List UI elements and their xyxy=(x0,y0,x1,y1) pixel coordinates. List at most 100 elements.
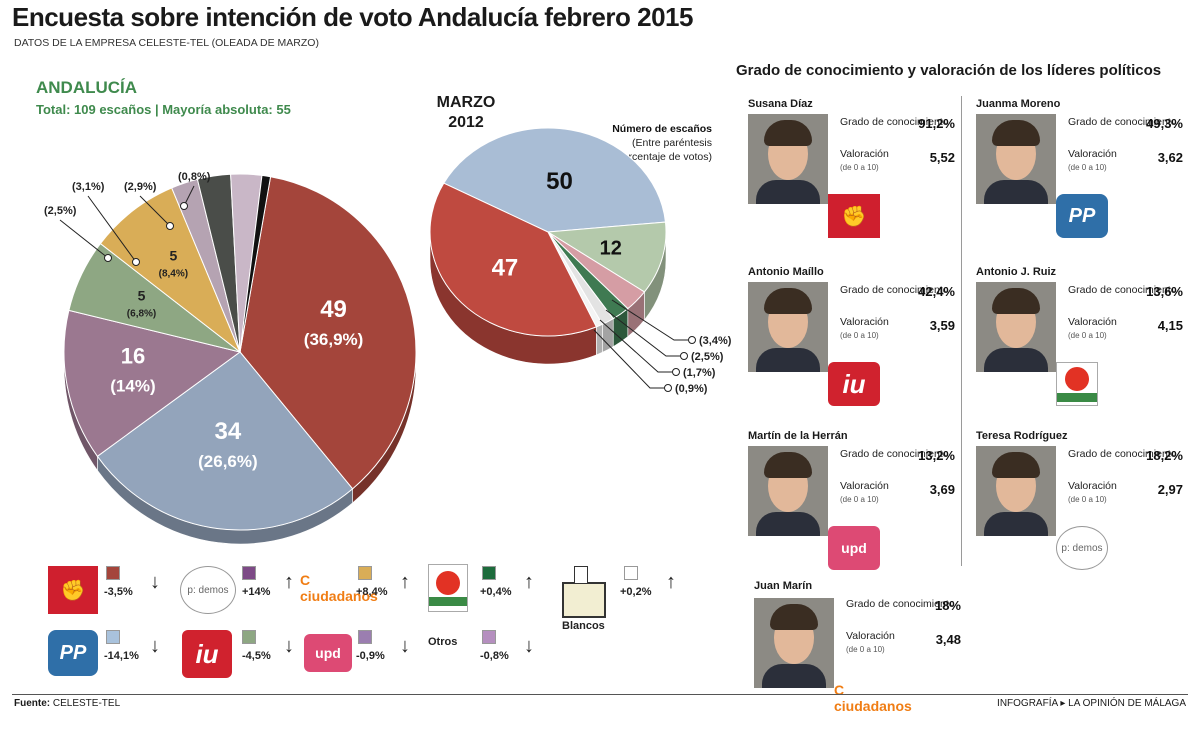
podemos-swatch xyxy=(242,566,256,580)
rating-label-text: Valoración xyxy=(1068,148,1117,160)
prev-callout-line-upyd xyxy=(611,299,688,341)
rating-label-text: Valoración xyxy=(840,480,889,492)
rating-scale: (de 0 a 10) xyxy=(1068,163,1107,172)
callout-dot-upyd xyxy=(166,222,174,230)
footer-divider xyxy=(12,694,1188,695)
prev-chart-title: MARZO 2012 xyxy=(436,94,496,131)
upyd-swatch xyxy=(358,630,372,644)
pa-change: +0,4% xyxy=(480,586,512,598)
arrow-up-icon: ↑ xyxy=(524,571,534,593)
page-title: Encuesta sobre intención de voto Andaluc… xyxy=(12,2,693,32)
prev-pct-upyd: (3,4%) xyxy=(699,335,732,347)
prev-slice-iu xyxy=(546,221,667,293)
leaders-divider xyxy=(961,96,962,566)
knowledge-value: 91,2% xyxy=(918,116,955,131)
knowledge-label: Grado de conocimiento xyxy=(1068,284,1177,296)
knowledge-label: Grado de conocimiento xyxy=(840,284,949,296)
rating-label-text: Valoración xyxy=(1068,480,1117,492)
pa-band xyxy=(429,596,467,606)
pa-swatch xyxy=(482,566,496,580)
rating-scale: (de 0 a 10) xyxy=(1068,495,1107,504)
main-pct-iu: (6,8%) xyxy=(127,308,156,319)
callout-dot-blancos xyxy=(180,202,188,210)
leader-photo xyxy=(748,114,828,204)
iu-change: -4,5% xyxy=(242,650,271,662)
rating-label: Valoración (de 0 a 10) xyxy=(1068,480,1117,506)
arrow-down-icon: ↓ xyxy=(150,571,160,593)
prev-callout-line-pa xyxy=(605,309,680,357)
leader-card: Juanma Moreno Grado de conocimiento 49,3% V… xyxy=(976,98,1200,248)
main-seats-pp: 34 xyxy=(215,418,242,445)
blancos-change: +0,2% xyxy=(620,586,652,598)
psoe-change: -3,5% xyxy=(104,586,133,598)
knowledge-label: Grado de conocimiento xyxy=(840,116,949,128)
leader-card: Antonio J. Ruiz Grado de conocimiento 13,6… xyxy=(976,266,1200,416)
leader-photo xyxy=(976,446,1056,536)
main-pct-pp: (26,6%) xyxy=(198,452,258,471)
otros-label: Otros xyxy=(428,636,458,648)
arrow-down-icon: ↓ xyxy=(524,635,534,657)
main-pct-ciudadanos: (8,4%) xyxy=(159,269,188,280)
rating-value: 3,69 xyxy=(929,482,955,497)
prev-pct-pa: (2,5%) xyxy=(691,351,724,363)
knowledge-value: 18% xyxy=(934,598,961,613)
main-pct-psoe: (36,9%) xyxy=(304,330,364,349)
rating-value: 3,48 xyxy=(935,632,961,647)
leader-name: Teresa Rodríguez xyxy=(976,430,1068,442)
photo-body xyxy=(984,512,1048,536)
knowledge-value: 49,3% xyxy=(1146,116,1183,131)
callout-line-upyd xyxy=(139,195,171,227)
rating-label-text: Valoración xyxy=(840,148,889,160)
prev-callout-dot-pa xyxy=(680,352,688,360)
leader-name: Antonio J. Ruiz xyxy=(976,266,1057,278)
main-pct-otros: (2,5%) xyxy=(44,205,77,217)
pp-swatch xyxy=(106,630,120,644)
knowledge-value: 18,2% xyxy=(1146,448,1183,463)
main-chart-title: ANDALUCÍA xyxy=(36,78,138,97)
main-pct-podemos: (14%) xyxy=(110,376,155,395)
footer-source: Fuente: CELESTE-TEL xyxy=(14,698,120,709)
rating-label: Valoración (de 0 a 10) xyxy=(840,148,889,174)
upyd-change: -0,9% xyxy=(356,650,385,662)
pie-charts: 49 (36,9%) 34 (26,6%) 16 (14%) 5 (6,8%) 5 (8,4%) (… xyxy=(44,127,732,545)
main-slice-ciudadanos xyxy=(99,187,242,354)
leader-card: Antonio Maíllo Grado de conocimiento 42,4%… xyxy=(748,266,973,416)
main-slice-pp xyxy=(96,351,354,531)
leaders-title: Grado de conocimiento y valoración de lo… xyxy=(736,62,1162,79)
leader-card: Juan Marín Grado de conocimiento 18% Valora… xyxy=(754,580,979,730)
footer-credit: INFOGRAFÍA ▸ LA OPINIÓN DE MÁLAGA xyxy=(997,698,1186,709)
rating-value: 3,59 xyxy=(929,318,955,333)
main-slice-psoe xyxy=(239,176,417,490)
arrow-up-icon: ↑ xyxy=(284,571,294,593)
ballot-box-icon xyxy=(562,582,606,618)
leader-name: Juan Marín xyxy=(754,580,813,592)
prev-side-blancos xyxy=(596,323,603,356)
source-label: Fuente: xyxy=(14,698,51,709)
arrow-down-icon: ↓ xyxy=(284,635,294,657)
blancos-swatch xyxy=(624,566,638,580)
rating-label-text: Valoración xyxy=(840,316,889,328)
pa-band xyxy=(1057,392,1097,402)
ballot-paper-icon xyxy=(574,566,588,584)
main-pct-blancos: (0,8%) xyxy=(178,171,211,183)
photo-hair xyxy=(992,120,1040,146)
pa-hand-icon xyxy=(436,570,460,595)
photo-body xyxy=(984,348,1048,372)
arrow-up-icon: ↑ xyxy=(400,571,410,593)
rating-scale: (de 0 a 10) xyxy=(846,645,885,654)
iu-swatch xyxy=(242,630,256,644)
photo-body xyxy=(762,664,826,688)
rating-scale: (de 0 a 10) xyxy=(840,495,879,504)
photo-body xyxy=(756,180,820,204)
pa-logo xyxy=(1056,362,1098,406)
prev-pct-otros: (1,7%) xyxy=(683,367,716,379)
photo-hair xyxy=(770,604,818,630)
pa-hand-icon xyxy=(1065,366,1089,391)
rating-label: Valoración (de 0 a 10) xyxy=(840,316,889,342)
rating-label: Valoración (de 0 a 10) xyxy=(1068,148,1117,174)
pa-logo xyxy=(428,564,468,612)
main-pct-pa: (3,1%) xyxy=(72,181,105,193)
rating-scale: (de 0 a 10) xyxy=(840,163,879,172)
ciudadanos-change: +8,4% xyxy=(356,586,388,598)
ciudadanos-swatch xyxy=(358,566,372,580)
